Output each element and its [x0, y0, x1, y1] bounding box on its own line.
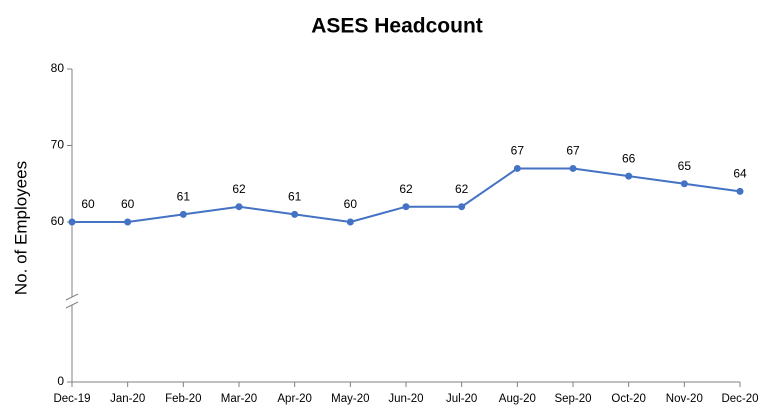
data-label: 62	[232, 182, 246, 196]
data-label: 66	[622, 151, 636, 165]
x-tick-label: Feb-20	[165, 393, 201, 405]
data-label: 61	[177, 190, 191, 204]
axis-break-mark	[65, 301, 79, 309]
x-tick-label: Aug-20	[499, 393, 536, 405]
x-tick-label: Oct-20	[611, 393, 646, 405]
x-tick-label: Jun-20	[388, 393, 423, 405]
data-point	[513, 164, 521, 172]
data-label: 60	[121, 197, 135, 211]
data-label: 67	[566, 144, 580, 158]
x-tick-label: Apr-20	[277, 393, 312, 405]
y-tick-label: 0	[57, 374, 64, 388]
x-tick-label: Mar-20	[221, 393, 257, 405]
data-label: 61	[288, 190, 302, 204]
y-axis-label: No. of Employees	[11, 161, 30, 295]
data-point	[625, 172, 633, 180]
axis-break-gap	[69, 297, 75, 305]
x-tick-label: Jul-20	[446, 393, 477, 405]
data-label: 60	[81, 197, 95, 211]
x-tick-label: Jan-20	[110, 393, 145, 405]
y-tick-label: 80	[51, 61, 65, 75]
data-point	[68, 218, 76, 226]
x-tick-label: Nov-20	[666, 393, 703, 405]
data-point	[569, 164, 577, 172]
data-label: 65	[678, 159, 692, 173]
data-label: 62	[455, 182, 469, 196]
x-tick-label: Dec-19	[53, 393, 90, 405]
data-point	[402, 203, 410, 211]
y-tick-label: 60	[51, 214, 65, 228]
x-tick-label: Dec-20	[721, 393, 758, 405]
y-tick-label: 70	[51, 138, 65, 152]
data-point	[458, 203, 466, 211]
x-tick-label: Sep-20	[554, 393, 591, 405]
data-label: 60	[344, 197, 358, 211]
chart-title: ASES Headcount	[311, 15, 483, 38]
data-label: 64	[733, 167, 747, 181]
axis-break-mark	[65, 293, 79, 301]
data-point	[179, 210, 187, 218]
data-point	[291, 210, 299, 218]
data-point	[235, 203, 243, 211]
data-label: 62	[399, 182, 413, 196]
x-tick-label: May-20	[331, 393, 369, 405]
data-point	[680, 180, 688, 188]
data-point	[736, 187, 744, 195]
data-label: 67	[511, 144, 525, 158]
data-point	[124, 218, 132, 226]
data-point	[346, 218, 354, 226]
